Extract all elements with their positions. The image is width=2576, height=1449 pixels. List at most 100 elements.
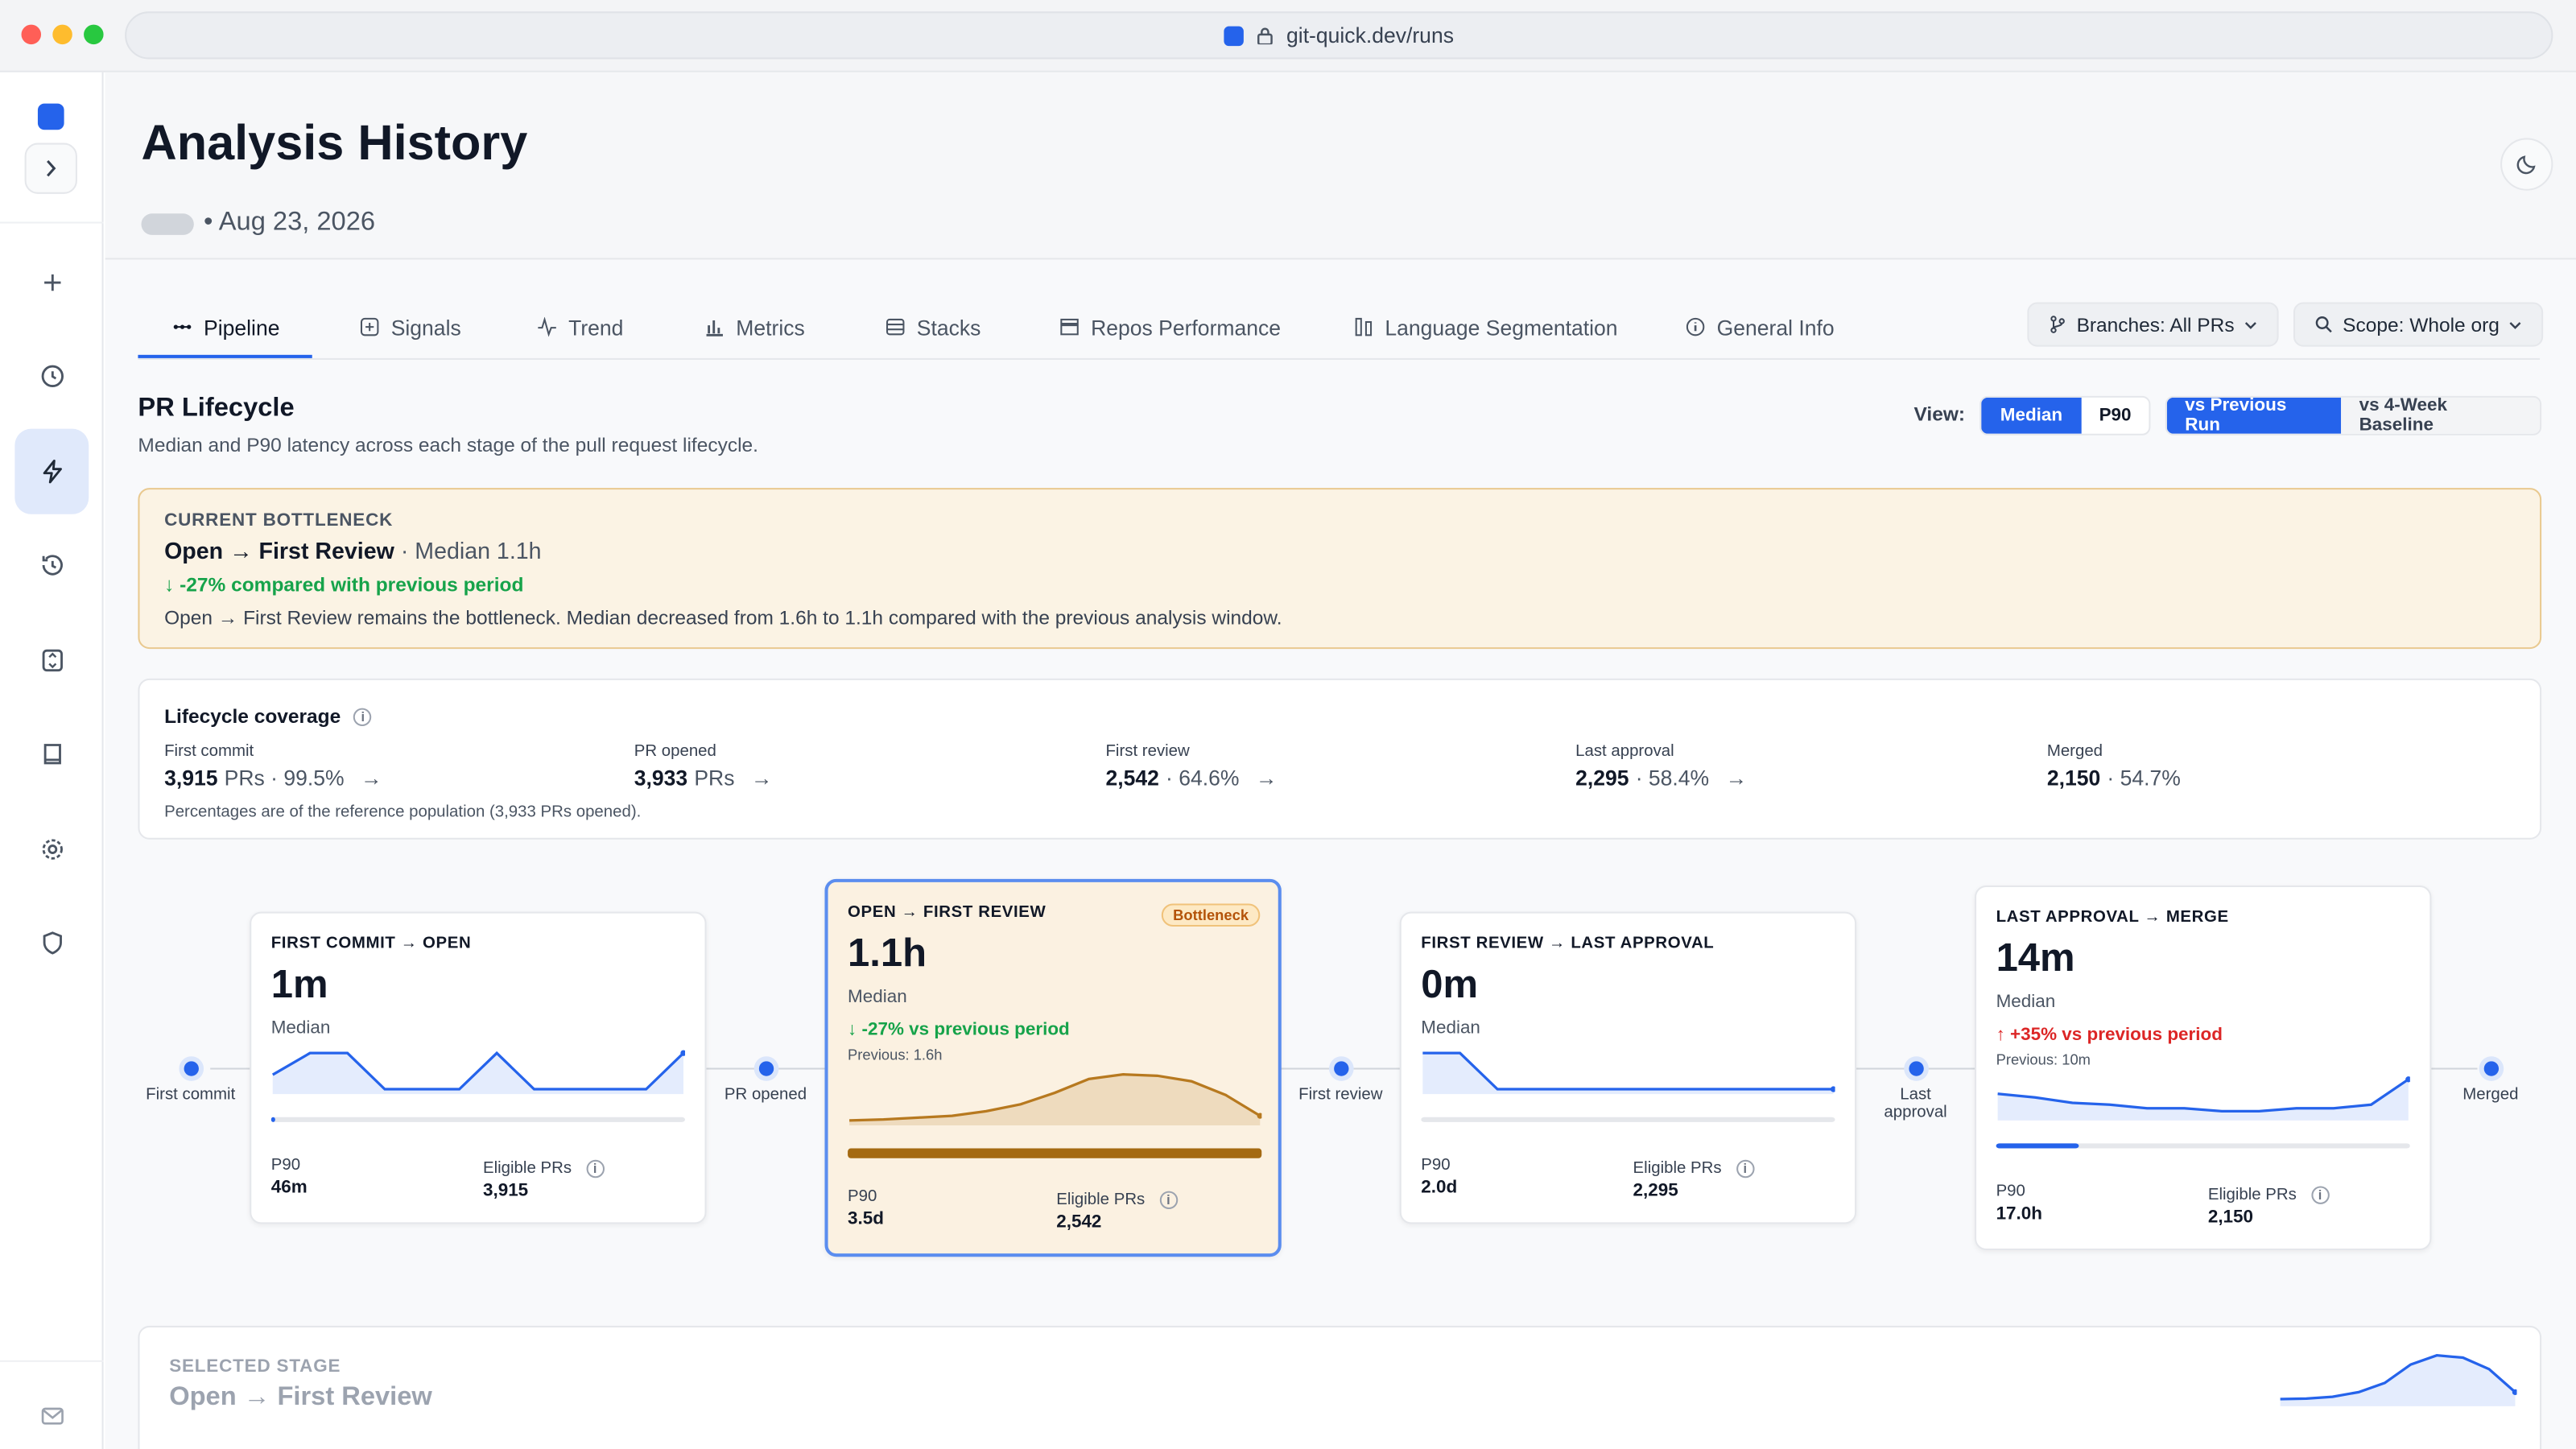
tab-pipeline[interactable]: Pipeline bbox=[172, 311, 279, 344]
tab-trend[interactable]: Trend bbox=[537, 311, 623, 344]
stage-eligible: Eligible PRs i 2,542 bbox=[1056, 1191, 1178, 1232]
stage-card-last-approval-merge[interactable]: LAST APPROVAL → MERGE 14m Median ↑ +35% … bbox=[1975, 885, 2432, 1251]
sidebar-item-docs[interactable] bbox=[14, 712, 89, 797]
p90-value: 2.0d bbox=[1421, 1178, 1458, 1198]
sidebar-expand-button[interactable] bbox=[24, 142, 77, 194]
stage-card-first-review-last-approval[interactable]: FIRST REVIEW → LAST APPROVAL 0m Median P… bbox=[1399, 911, 1857, 1224]
address-bar[interactable]: git-quick.dev/runs bbox=[125, 11, 2553, 60]
info-icon bbox=[1686, 317, 1705, 336]
tab-general-info[interactable]: General Info bbox=[1686, 311, 1835, 344]
bottleneck-heading: Open → First Review · Median 1.1h bbox=[164, 537, 541, 564]
theme-toggle-button[interactable] bbox=[2500, 138, 2553, 191]
sparkline-line bbox=[849, 1073, 1261, 1122]
info-icon[interactable]: i bbox=[353, 707, 373, 726]
lifecycle-coverage-card: Lifecycle coverage i First commit 3,915 P… bbox=[138, 678, 2542, 840]
sidebar-item-security[interactable] bbox=[14, 900, 89, 985]
sidebar-bottom-divider bbox=[0, 1360, 104, 1362]
sidebar-item-history[interactable] bbox=[14, 333, 89, 419]
page-header: Analysis History • Aug 23, 2026 bbox=[105, 72, 2576, 260]
pipeline-node-pr-opened: PR opened bbox=[716, 1061, 815, 1104]
url-text: git-quick.dev/runs bbox=[1286, 23, 1454, 48]
sidebar bbox=[0, 72, 104, 1449]
tab-language-segmentation[interactable]: Language Segmentation bbox=[1354, 311, 1618, 344]
minimize-window-button[interactable] bbox=[52, 24, 72, 45]
sparkline-last-point bbox=[2405, 1076, 2410, 1083]
pipeline-node-first-commit: First commit bbox=[142, 1061, 240, 1104]
tab-repos-performance[interactable]: Repos Performance bbox=[1059, 311, 1281, 344]
maximize-window-button[interactable] bbox=[84, 24, 104, 45]
stage-p90: P90 17.0h bbox=[1996, 1183, 2042, 1224]
p90-value: 17.0h bbox=[1996, 1203, 2043, 1224]
info-icon[interactable]: i bbox=[1159, 1191, 1178, 1210]
selected-stage-label: SELECTED STAGE bbox=[169, 1356, 341, 1377]
view-label: View: bbox=[1913, 402, 1966, 426]
coverage-value: 3,915 bbox=[164, 766, 218, 791]
node-dot bbox=[1333, 1061, 1348, 1076]
p90-value: 46m bbox=[270, 1178, 308, 1198]
info-icon[interactable]: i bbox=[1736, 1159, 1754, 1179]
active-tab-indicator bbox=[138, 354, 312, 358]
coverage-unit: · 64.6% bbox=[1166, 766, 1240, 791]
scope-filter-dropdown[interactable]: Scope: Whole org bbox=[2293, 302, 2544, 347]
sidebar-item-runs[interactable] bbox=[14, 428, 89, 514]
arrow-right-icon: → bbox=[750, 766, 773, 791]
sidebar-item-timeline[interactable] bbox=[14, 522, 89, 608]
coverage-first-commit: First commit 3,915 PRs · 99.5% → bbox=[164, 742, 382, 790]
sparkline-area bbox=[849, 1074, 1261, 1125]
node-label: First commit bbox=[146, 1085, 236, 1104]
sparkline-last-point bbox=[2512, 1389, 2517, 1396]
tab-metrics[interactable]: Metrics bbox=[705, 311, 805, 344]
coverage-first-review: First review 2,542 · 64.6% → bbox=[1105, 742, 1277, 790]
arrow-right-icon: → bbox=[1255, 766, 1278, 791]
stage-sparkline bbox=[848, 1073, 1262, 1158]
stage-eligible: Eligible PRs i 2,150 bbox=[2208, 1186, 2330, 1227]
p90-label: P90 bbox=[1421, 1156, 1451, 1175]
stage-title: OPEN → FIRST REVIEW bbox=[848, 903, 1046, 922]
stage-card-open-first-review[interactable]: OPEN → FIRST REVIEW Bottleneck 1.1h Medi… bbox=[824, 878, 1282, 1257]
tab-stacks[interactable]: Stacks bbox=[886, 311, 980, 344]
sparkline-area bbox=[272, 1053, 683, 1095]
coverage-merged: Merged 2,150 · 54.7% bbox=[2047, 742, 2181, 790]
bottleneck-stage: Open → First Review bbox=[164, 537, 394, 564]
sidebar-item-compare[interactable] bbox=[14, 617, 89, 703]
main-content: Analysis History • Aug 23, 2026 Pipeline… bbox=[105, 72, 2576, 1449]
plus-icon bbox=[43, 274, 60, 291]
info-icon[interactable]: i bbox=[585, 1159, 605, 1179]
stage-title: FIRST REVIEW → LAST APPROVAL bbox=[1421, 935, 1715, 953]
pipeline-icon bbox=[173, 324, 192, 329]
tab-label: Stacks bbox=[916, 314, 981, 340]
close-window-button[interactable] bbox=[21, 24, 42, 45]
sidebar-item-settings[interactable] bbox=[14, 807, 89, 892]
tab-signals[interactable]: Signals bbox=[360, 311, 461, 344]
compare-baseline-button[interactable]: vs 4-Week Baseline bbox=[2341, 398, 2541, 434]
branches-filter-dropdown[interactable]: Branches: All PRs bbox=[2027, 302, 2279, 347]
view-median-button[interactable]: Median bbox=[1981, 397, 2082, 434]
sparkline-line bbox=[2280, 1354, 2516, 1401]
info-icon[interactable]: i bbox=[2310, 1186, 2330, 1204]
stage-sparkline bbox=[1996, 1076, 2410, 1149]
tab-label: General Info bbox=[1716, 314, 1835, 340]
view-p90-button[interactable]: P90 bbox=[2099, 406, 2132, 426]
bottleneck-median: · Median 1.1h bbox=[394, 537, 542, 564]
sidebar-item-new[interactable] bbox=[14, 240, 89, 325]
coverage-title: Lifecycle coverage i bbox=[164, 705, 373, 728]
sidebar-item-mail[interactable] bbox=[14, 1373, 89, 1449]
stage-median-label: Median bbox=[848, 987, 907, 1008]
tab-label: Metrics bbox=[736, 314, 805, 340]
bottleneck-description: Open → First Review remains the bottlene… bbox=[164, 606, 1282, 630]
stage-delta: ↑ +35% vs previous period bbox=[1996, 1025, 2223, 1045]
coverage-last-approval: Last approval 2,295 · 58.4% → bbox=[1575, 742, 1747, 790]
chevron-right-icon bbox=[47, 159, 56, 177]
analysis-date: • Aug 23, 2026 bbox=[204, 208, 376, 237]
stage-progress-fill bbox=[1996, 1143, 2079, 1149]
stage-progress-track bbox=[270, 1117, 686, 1122]
app-logo-icon[interactable] bbox=[37, 103, 64, 130]
branch-icon bbox=[2050, 316, 2065, 333]
node-dot bbox=[183, 1061, 198, 1076]
stage-progress-fill bbox=[848, 1148, 1262, 1158]
stage-progress-track bbox=[1421, 1117, 1835, 1122]
compare-previous-run-button[interactable]: vs Previous Run bbox=[2166, 398, 2342, 434]
stage-card-first-commit-open[interactable]: FIRST COMMIT → OPEN 1m Median P90 46m Eli… bbox=[250, 911, 707, 1224]
shield-icon bbox=[42, 931, 61, 955]
repo-icon bbox=[1060, 318, 1079, 336]
